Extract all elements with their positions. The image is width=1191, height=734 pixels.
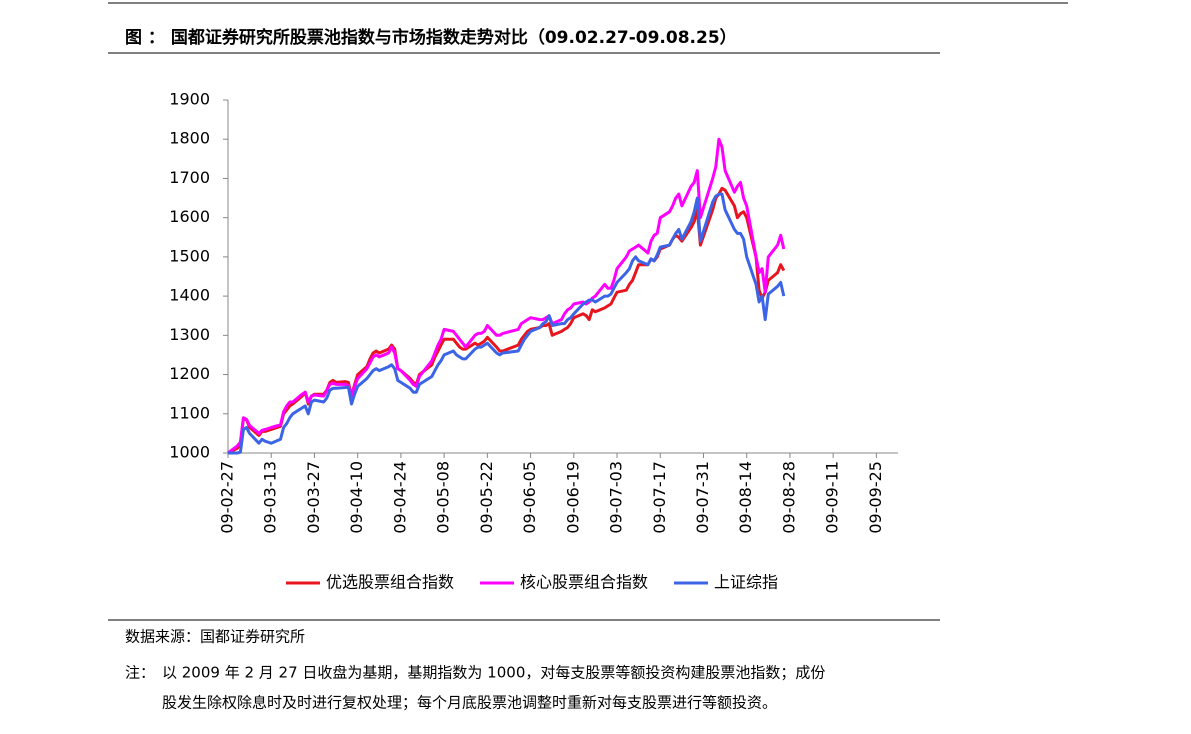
x-tick-label: 09-04-24 [390,461,409,534]
x-tick-label: 09-03-27 [304,461,323,534]
x-tick-label: 09-07-31 [693,461,712,534]
chart-title: 图 ： 国都证券研究所股票池指数与市场指数走势对比（09.02.27-09.08… [125,27,737,48]
x-tick-label: 09-04-10 [347,461,366,534]
x-tick-label: 09-06-19 [563,461,582,534]
y-tick-label: 1000 [169,443,210,462]
x-tick-label: 09-03-13 [261,461,280,534]
x-tick-label: 09-08-14 [736,461,755,534]
note-label: 注： [125,664,155,682]
x-tick-label: 09-09-11 [823,461,842,534]
x-tick-label: 09-05-08 [434,461,453,534]
y-tick-label: 1500 [169,246,210,265]
x-tick-label: 09-05-22 [477,461,496,534]
y-tick-label: 1700 [169,168,210,187]
legend-label: 上证综指 [714,573,778,592]
y-tick-label: 1900 [169,90,210,109]
y-tick-label: 1800 [169,129,210,148]
series-line [228,192,786,455]
note-line: 股发生除权除息时及时进行复权处理；每个月底股票池调整时重新对每支股票进行等额投资… [162,694,777,712]
x-tick-label: 09-07-03 [607,461,626,534]
legend-label: 优选股票组合指数 [326,573,454,592]
y-tick-label: 1600 [169,207,210,226]
x-tick-label: 09-07-17 [650,461,669,534]
source: 数据来源：国都证券研究所 [125,628,305,646]
y-tick-label: 1300 [169,325,210,344]
x-tick-label: 09-02-27 [218,461,237,534]
series-line [227,137,786,455]
y-tick-label: 1400 [169,286,210,305]
y-tick-label: 1200 [169,364,210,383]
y-tick-label: 1100 [169,403,210,422]
x-tick-label: 09-06-05 [520,461,539,534]
x-tick-label: 09-09-25 [866,461,885,534]
legend-label: 核心股票组合指数 [520,573,648,592]
x-tick-label: 09-08-28 [779,461,798,534]
note-line: 以 2009 年 2 月 27 日收盘为基期，基期指数为 1000，对每支股票等… [162,664,825,682]
